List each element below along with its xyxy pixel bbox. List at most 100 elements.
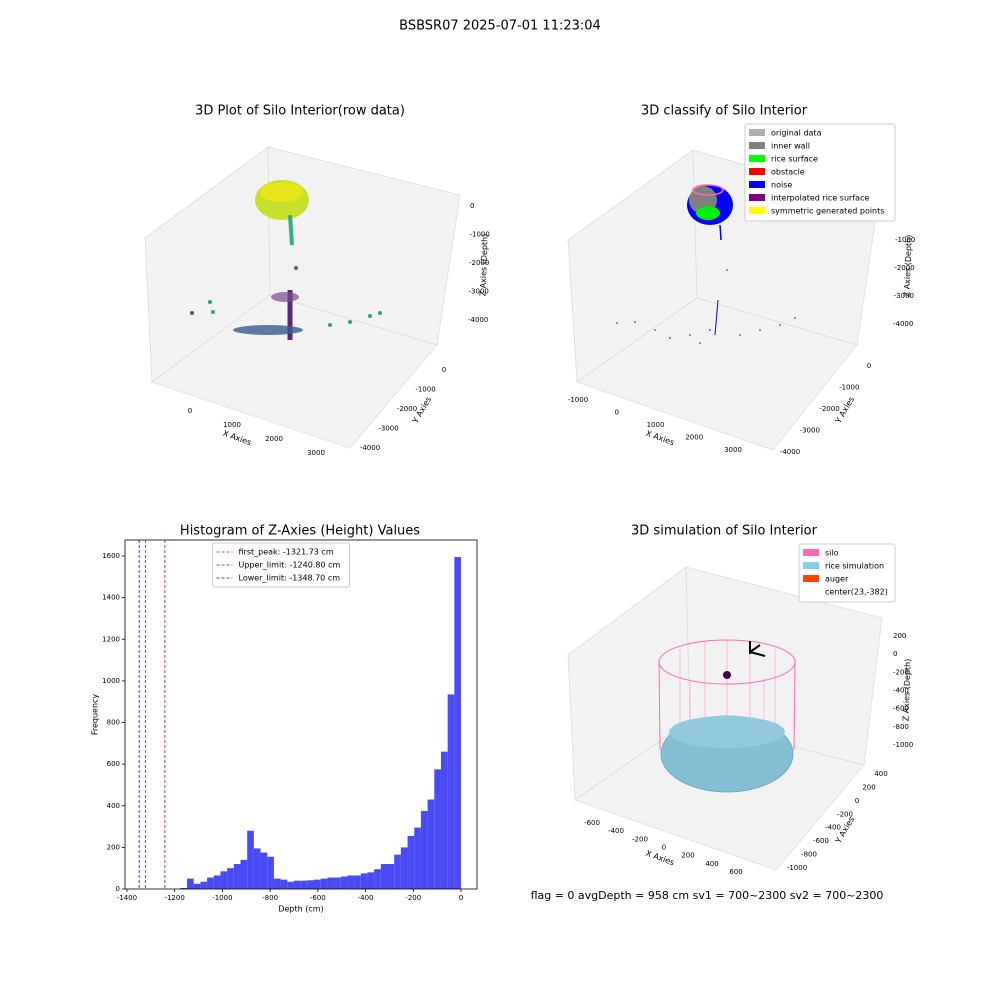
y-tick-label: -1000 [415,386,435,394]
y-tick-label: 0 [867,362,871,370]
bar [420,810,428,889]
x-tick-label: 1000 [223,421,241,429]
bar [374,869,381,889]
x-tick-label: 3000 [724,446,742,454]
bar [287,881,294,889]
legend-label: interpolated rice surface [771,194,869,203]
x-tick-label: 0 [615,409,619,417]
z-tick-label: 0 [893,650,897,658]
y-tick-label: 1200 [102,635,120,643]
legend-label: inner wall [771,142,810,151]
y-tick-label: -400 [825,824,841,832]
x-tick-label: -1000 [212,894,232,902]
bar [334,877,341,889]
bar [307,880,315,889]
bar [427,799,435,889]
x-tick-label: 1000 [647,421,665,429]
x-tick-label: 0 [188,407,192,415]
legend-box [212,542,350,588]
bar [327,877,335,889]
bar [233,864,241,889]
chart-title: 3D Plot of Silo Interior(row data) [195,104,405,119]
y-tick-label: 0 [116,885,120,893]
z-tick-label: -3000 [469,288,489,296]
y-tick-label: -3000 [800,427,820,435]
legend-label: first_peak: -1321.73 cm [239,548,334,557]
y-tick-label: 1000 [102,677,120,685]
z-tick-label: -3000 [894,292,914,300]
legend-label: auger [825,575,849,584]
bar [400,847,408,889]
z-tick-label: -600 [893,705,909,713]
z-axis-label: Z Axies (Depth) [902,235,913,298]
x-tick-label: -1000 [568,396,588,404]
z-tick-label: -400 [893,687,909,695]
legend-swatch [803,562,819,569]
bar [407,835,415,889]
x-tick-label: 2000 [685,434,703,442]
bar [240,859,248,889]
bar [187,878,194,889]
bar [380,864,388,889]
bar [213,875,221,889]
y-tick-label: 200 [107,843,120,851]
legend-swatch [749,168,765,175]
x-tick-label: -200 [405,894,421,902]
bar [454,557,462,889]
bar [293,880,301,889]
y-axis-label: Frequency [91,694,100,736]
legend-label: silo [825,549,839,558]
legend-label: symmetric generated points [771,207,884,216]
legend-label: center(23,-382) [825,588,888,597]
bar [314,879,321,889]
bar [360,873,368,889]
z-tick-label: 0 [470,202,474,210]
z-tick-label: -2000 [469,259,489,267]
z-tick-label: -4000 [468,316,488,324]
legend-swatch [749,142,765,149]
bar [347,875,355,889]
y-tick-label: -2000 [819,405,839,413]
legend-label: rice simulation [825,562,884,571]
y-tick-label: -1000 [839,384,859,392]
y-tick-label: -1000 [787,864,807,872]
bar [387,864,395,889]
legend-label: Upper_limit: -1240.80 cm [239,561,341,570]
y-tick-label: 200 [862,783,875,791]
x-tick-label: 0 [662,844,666,852]
x-tick-label: -600 [584,819,600,827]
y-tick-label: 1600 [102,552,120,560]
z-tick-label: -2000 [894,264,914,272]
y-tick-label: 400 [107,802,120,810]
bar [200,881,208,889]
x-tick-label: -600 [310,894,326,902]
legend-swatch [749,181,765,188]
legend-swatch [749,155,765,162]
y-tick-label: -4000 [780,448,800,456]
z-tick-label: -4000 [893,320,913,328]
bar [207,877,214,889]
legend-box [744,123,896,222]
bar [300,880,308,889]
y-tick-label: -800 [801,851,817,859]
legend-label: noise [771,181,792,190]
x-tick-label: 200 [681,852,694,860]
bar [434,769,441,889]
y-tick-label: 0 [442,366,446,374]
chart-title: Histogram of Z-Axies (Height) Values [180,524,420,539]
y-tick-label: 600 [107,760,120,768]
x-tick-label: 600 [729,868,742,876]
z-tick-label: 200 [893,632,906,640]
chart-title: 3D simulation of Silo Interior [631,524,818,539]
x-tick-label: 3000 [307,449,325,457]
bar [273,878,281,889]
legend-swatch [803,575,819,582]
y-tick-label: -3000 [378,425,398,433]
bar [394,854,401,889]
y-tick-label: -4000 [360,444,380,452]
y-tick-label: 800 [107,719,120,727]
bar [320,878,328,889]
bar [253,848,261,889]
footer: flag = 0 avgDepth = 958 cm sv1 = 700~230… [531,889,884,902]
